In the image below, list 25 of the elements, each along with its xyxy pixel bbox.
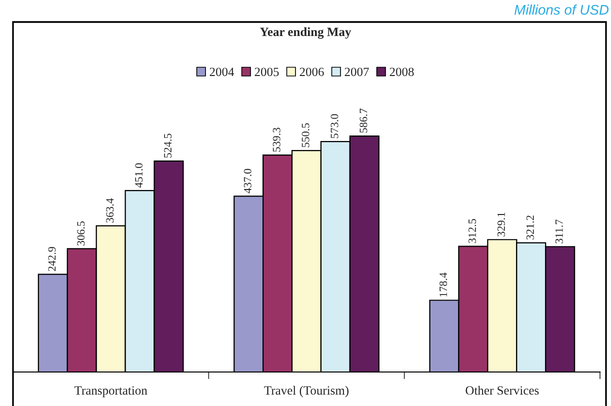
- data-label: 539.3: [272, 128, 280, 152]
- legend-label: 2007: [344, 68, 369, 76]
- legend-label: 2006: [300, 68, 324, 76]
- data-label: 363.4: [106, 198, 114, 223]
- x-tick-label: Travel (Tourism): [264, 386, 349, 398]
- text: Millions of USD: [514, 4, 609, 15]
- data-label: 306.5: [77, 221, 85, 246]
- x-tick-label: Transportation: [74, 386, 148, 398]
- data-label: 437.0: [244, 168, 252, 194]
- x-tick-label: Other Services: [466, 386, 539, 395]
- legend-label: 2005: [254, 68, 279, 76]
- data-label: 550.5: [302, 123, 310, 148]
- data-label: 242.9: [48, 246, 56, 272]
- data-label: 586.7: [360, 108, 368, 133]
- data-label: 573.0: [330, 114, 338, 138]
- chart-title: Year ending May: [260, 27, 352, 39]
- data-label: 178.4: [440, 272, 448, 296]
- legend-label: 2004: [210, 68, 234, 76]
- data-label: 312.5: [468, 218, 476, 243]
- data-label: 524.5: [164, 134, 172, 158]
- data-label: 311.7: [555, 220, 563, 244]
- data-label: 321.2: [526, 216, 534, 240]
- data-label: 329.1: [497, 212, 505, 236]
- legend-label: 2008: [390, 68, 414, 76]
- data-label: 451.0: [135, 163, 143, 188]
